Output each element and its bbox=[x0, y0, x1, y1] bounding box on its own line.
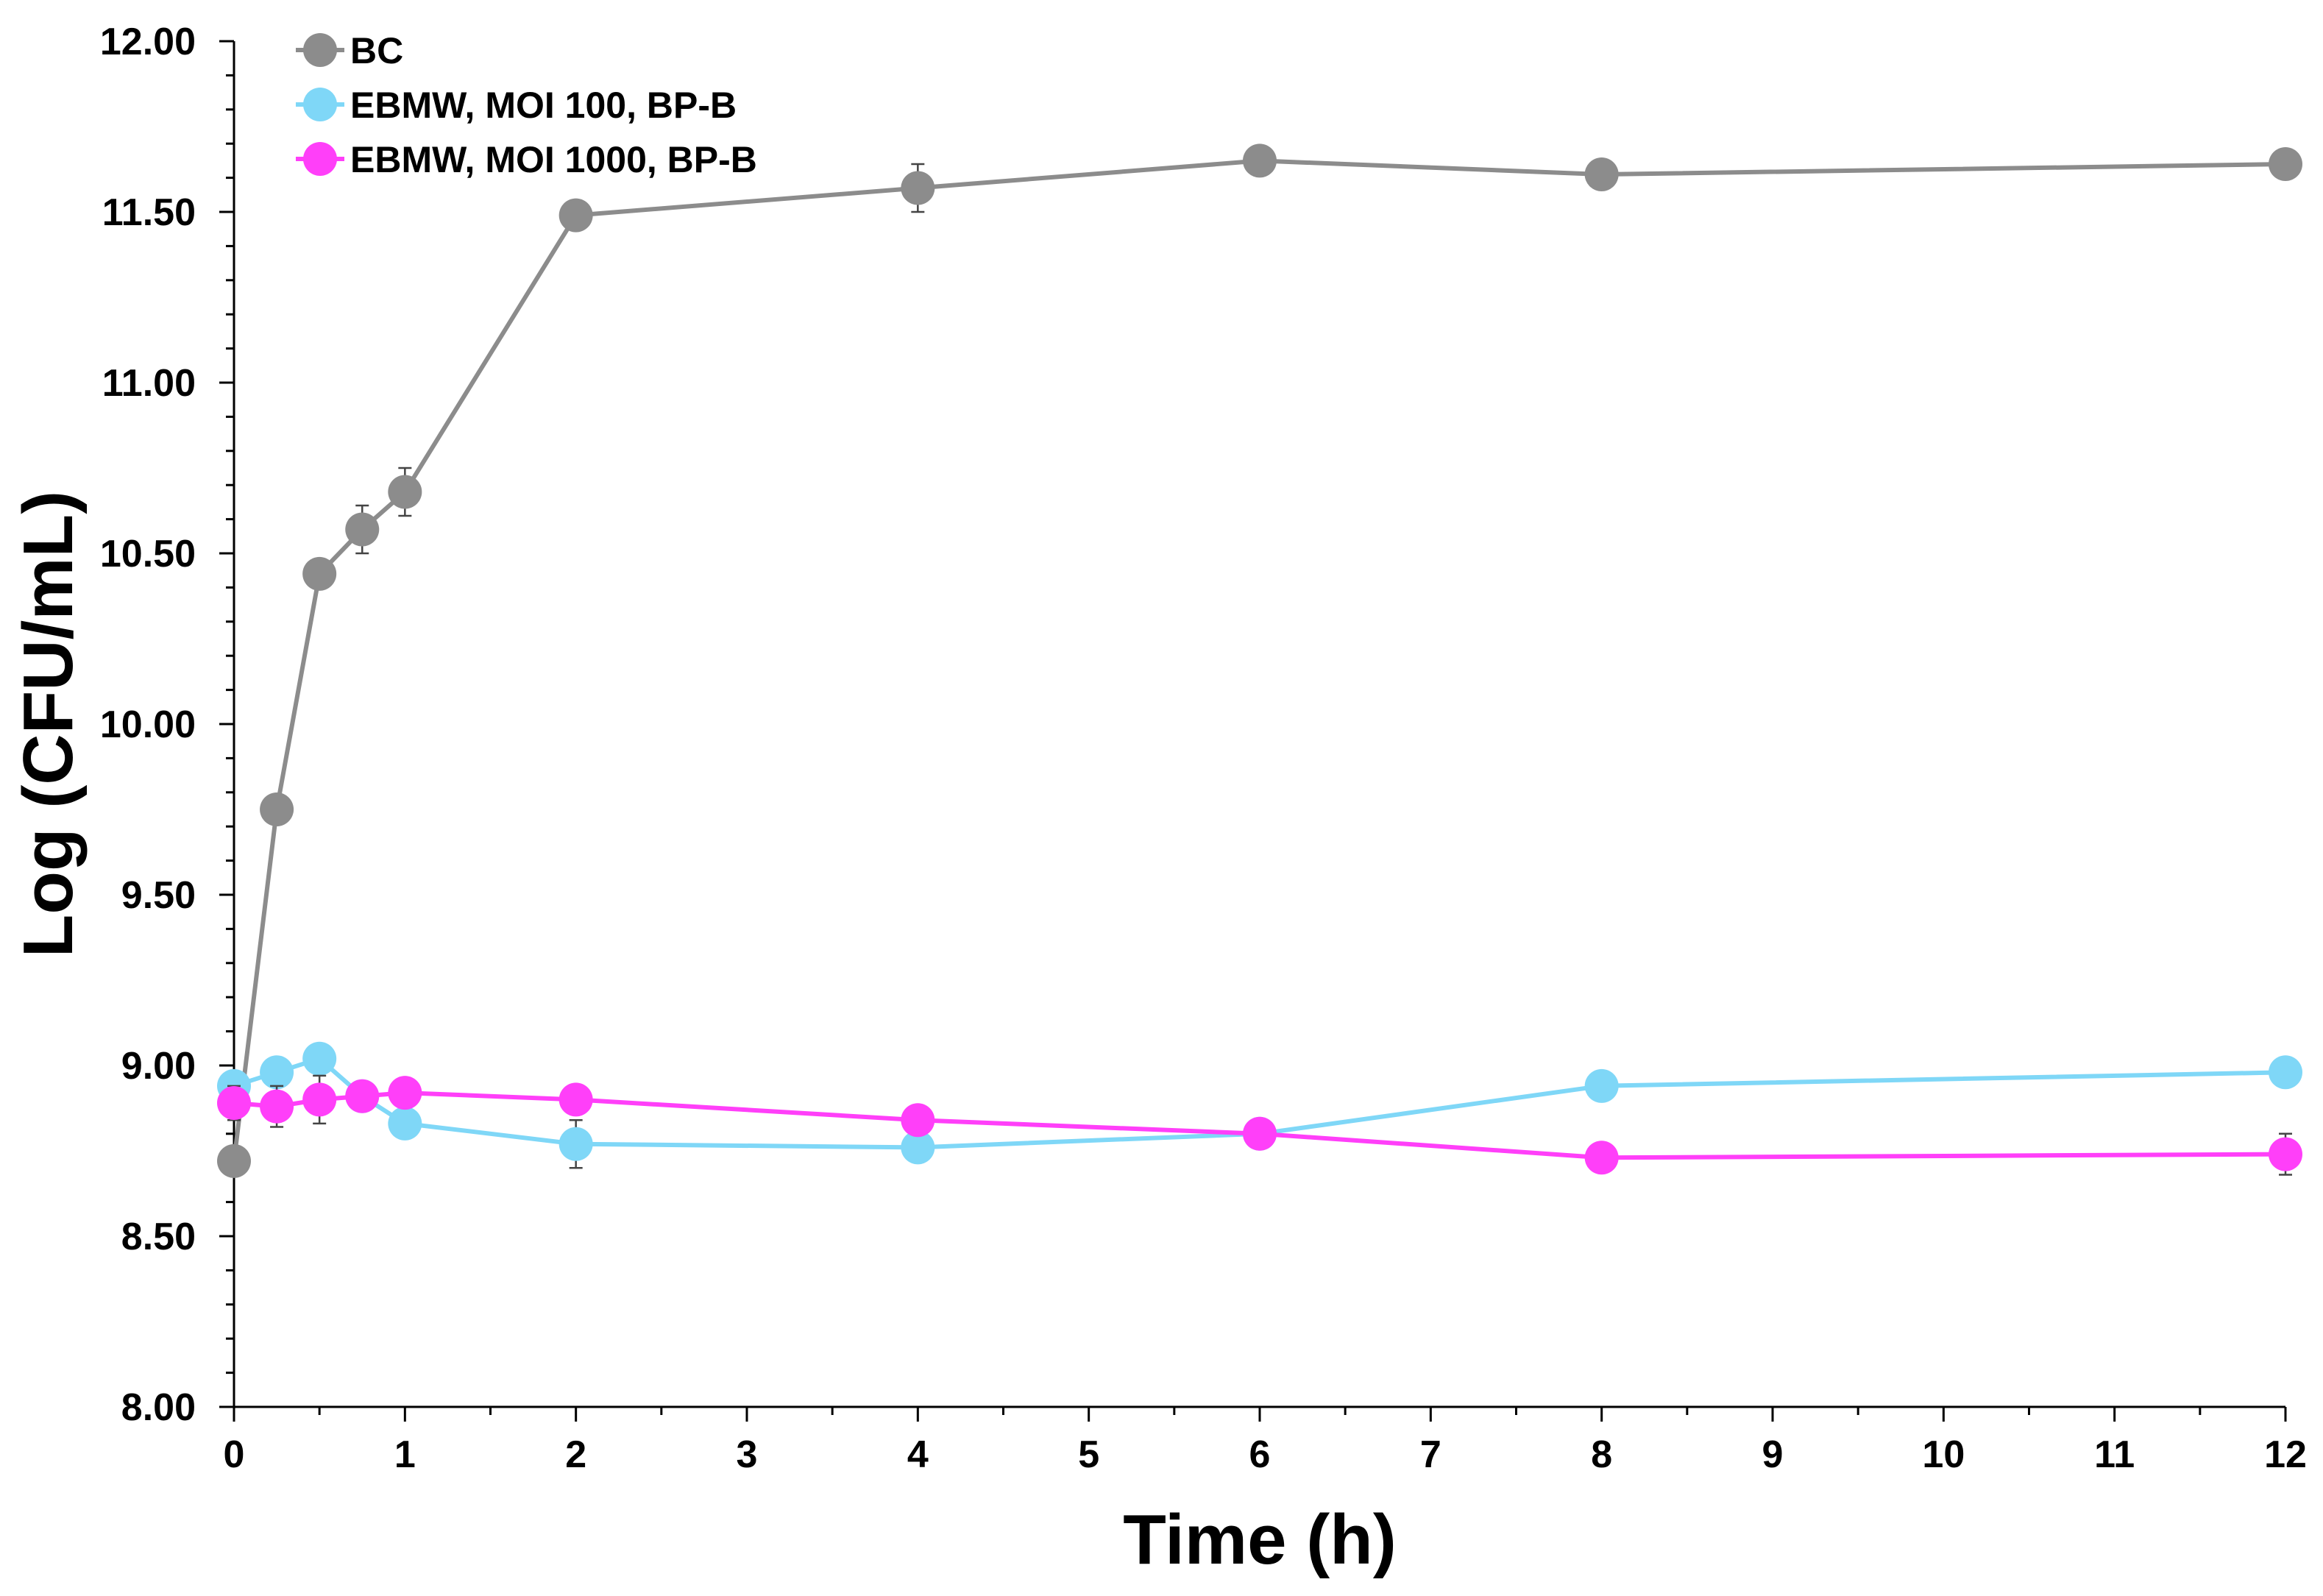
data-point bbox=[260, 1055, 294, 1090]
x-tick-label: 0 bbox=[224, 1433, 245, 1476]
data-point bbox=[388, 1106, 422, 1141]
y-tick-label: 10.50 bbox=[100, 533, 196, 575]
data-point bbox=[345, 512, 380, 547]
legend-marker bbox=[303, 33, 337, 67]
y-tick-label: 8.50 bbox=[121, 1216, 196, 1258]
data-point bbox=[558, 198, 593, 233]
y-tick-label: 11.50 bbox=[102, 191, 196, 234]
data-point bbox=[260, 792, 294, 826]
x-tick-label: 5 bbox=[1078, 1433, 1099, 1476]
y-tick-label: 12.00 bbox=[100, 21, 196, 63]
legend-entry-1: BC bbox=[296, 30, 403, 71]
y-tick-label: 9.50 bbox=[121, 874, 196, 917]
data-point bbox=[1584, 157, 1619, 191]
data-point bbox=[558, 1082, 593, 1117]
x-tick-label: 1 bbox=[394, 1433, 416, 1476]
x-tick-label: 10 bbox=[1922, 1433, 1965, 1476]
data-point bbox=[2269, 147, 2302, 182]
legend: BC EBMW, MOI 100, BP-B EBMW, MOI 1000, BP-… bbox=[296, 30, 757, 180]
legend-marker bbox=[303, 88, 337, 121]
data-point bbox=[388, 1076, 422, 1110]
series-line bbox=[233, 1090, 2286, 1160]
series-1 bbox=[217, 143, 2302, 1178]
x-tick-label: 9 bbox=[1762, 1433, 1784, 1476]
data-point bbox=[302, 1041, 337, 1076]
data-point bbox=[1584, 1068, 1619, 1103]
data-point bbox=[217, 1086, 251, 1121]
data-point bbox=[217, 1143, 251, 1178]
data-point bbox=[302, 1082, 337, 1117]
x-tick-label: 6 bbox=[1249, 1433, 1271, 1476]
x-axis-title: Time (h) bbox=[1123, 1500, 1397, 1579]
x-tick-label: 8 bbox=[1591, 1433, 1612, 1476]
legend-label: EBMW, MOI 100, BP-B bbox=[350, 85, 737, 126]
data-point bbox=[558, 1127, 593, 1161]
data-point bbox=[901, 1130, 935, 1165]
series-line bbox=[233, 1056, 2286, 1150]
y-tick-label: 10.00 bbox=[100, 703, 196, 746]
x-tick-label: 7 bbox=[1420, 1433, 1441, 1476]
series-3 bbox=[217, 1074, 2302, 1176]
data-point bbox=[2269, 1137, 2302, 1171]
y-tick-label: 8.00 bbox=[121, 1386, 196, 1429]
y-axis-title: Log (CFU/mL) bbox=[9, 491, 88, 958]
y-tick-label: 9.00 bbox=[121, 1045, 196, 1088]
x-tick-label: 3 bbox=[737, 1433, 758, 1476]
data-point bbox=[2269, 1055, 2302, 1090]
x-tick-label: 2 bbox=[565, 1433, 586, 1476]
legend-label: BC bbox=[350, 30, 403, 71]
data-point bbox=[1584, 1141, 1619, 1175]
x-tick-label: 11 bbox=[2094, 1433, 2135, 1476]
data-point bbox=[1243, 143, 1277, 178]
series-layer bbox=[217, 143, 2302, 1178]
legend-entry-2: EBMW, MOI 100, BP-B bbox=[296, 85, 737, 126]
legend-label: EBMW, MOI 1000, BP-B bbox=[350, 139, 757, 180]
x-tick-label: 4 bbox=[907, 1433, 929, 1476]
data-point bbox=[345, 1079, 380, 1113]
series-line bbox=[232, 158, 2286, 1162]
data-point bbox=[388, 475, 422, 509]
x-tick-label: 12 bbox=[2264, 1433, 2307, 1476]
data-point bbox=[260, 1089, 294, 1124]
legend-entry-3: EBMW, MOI 1000, BP-B bbox=[296, 139, 757, 180]
axes: 8.00 8.50 9.00 9.50 10.00 10.50 11.00 11.50 12.0… bbox=[100, 21, 2307, 1476]
data-point bbox=[901, 1103, 935, 1138]
data-point bbox=[1243, 1116, 1277, 1151]
y-tick-label: 11.00 bbox=[102, 362, 196, 405]
data-point bbox=[302, 556, 337, 591]
data-point bbox=[901, 171, 935, 205]
legend-marker bbox=[303, 142, 337, 176]
